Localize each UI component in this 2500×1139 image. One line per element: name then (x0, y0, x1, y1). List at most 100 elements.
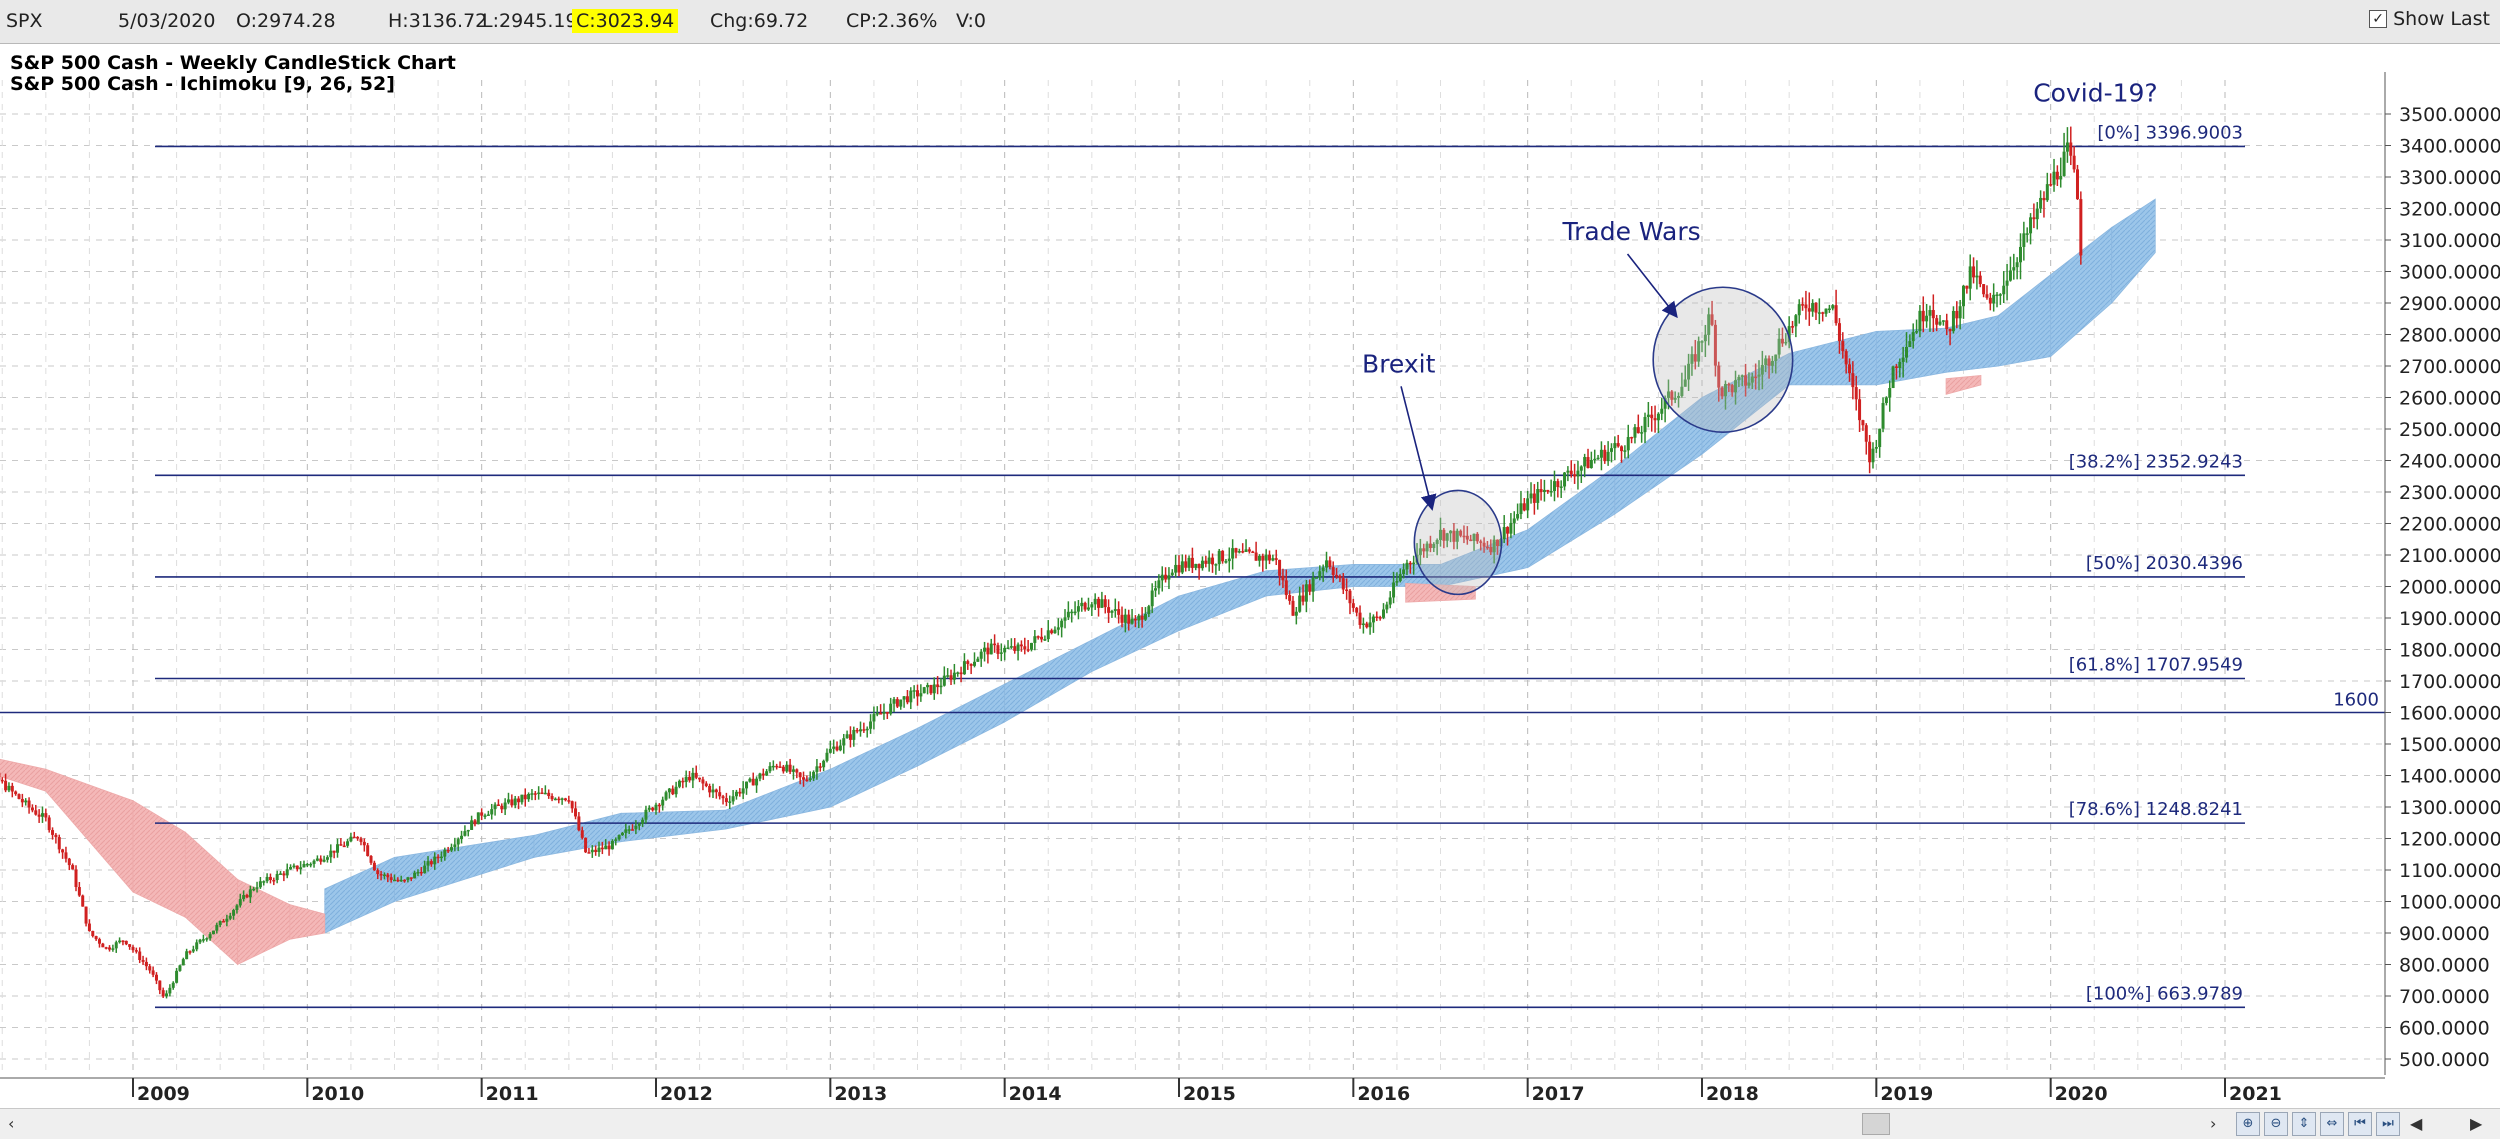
candle-body (1036, 636, 1040, 638)
zoom-in-icon[interactable]: ⊕ (2236, 1112, 2260, 1136)
scroll-left-arrow-icon[interactable]: ‹ (8, 1114, 15, 1133)
zoom-out-icon[interactable]: ⊖ (2264, 1112, 2288, 1136)
candle-body (1988, 297, 1992, 304)
candle (2002, 271, 2006, 304)
candle (651, 806, 655, 812)
step-forward-icon[interactable]: ▶ (2470, 1114, 2483, 1133)
candle (496, 799, 500, 806)
candle-body (2059, 175, 2063, 180)
candle (835, 741, 839, 752)
candle (1432, 542, 1436, 553)
candle-body (1958, 306, 1962, 319)
candle (325, 855, 329, 863)
scroll-thumb[interactable] (1862, 1113, 1890, 1135)
step-back-icon[interactable]: ◀ (2410, 1114, 2423, 1133)
candle (1941, 320, 1945, 326)
show-last-checkbox[interactable]: ✓ (2369, 10, 2388, 28)
candle (1361, 617, 1365, 634)
candle-body (47, 817, 51, 831)
candle-body (1408, 562, 1412, 565)
candle-body (1016, 644, 1020, 651)
candle-body (1150, 590, 1154, 607)
candle-body (423, 865, 427, 874)
scale-icon[interactable]: ⇕ (2292, 1112, 2316, 1136)
go-end-icon[interactable]: ⏭ (2376, 1112, 2400, 1136)
candle (1596, 454, 1600, 460)
candle-body (1861, 420, 1865, 426)
candle-body (1264, 554, 1268, 561)
candle (1053, 626, 1057, 634)
candle-body (399, 879, 403, 882)
candle (61, 848, 65, 859)
candle (1026, 640, 1030, 653)
candle-body (1703, 334, 1707, 342)
y-tick-label: 2600.0000 (2399, 388, 2500, 410)
candle-body (2008, 270, 2012, 281)
candle-body (1194, 563, 1198, 568)
candle (1274, 549, 1278, 566)
candle (1864, 423, 1868, 455)
horizontal-scrollbar[interactable]: ‹ › ⊕ ⊖ ⇕ ⇔ ⏮ ⏭ ◀ ▶ (0, 1108, 2500, 1139)
candle (570, 800, 574, 813)
candle-body (1516, 514, 1520, 519)
candle (520, 794, 524, 805)
candle (1807, 292, 1811, 326)
candle-body (480, 812, 484, 816)
candle-body (248, 889, 252, 898)
candle (2062, 132, 2066, 177)
candle-body (1268, 554, 1272, 561)
candle-body (688, 776, 692, 781)
candle-body (2052, 171, 2056, 185)
candle-body (178, 965, 182, 971)
candle-body (1341, 578, 1345, 590)
candle-body (272, 879, 276, 882)
candle-body (852, 729, 856, 740)
show-last-toggle[interactable]: ✓ Show Last (2369, 8, 2490, 30)
candle-body (165, 993, 169, 997)
candle-body (1542, 489, 1546, 493)
y-tick-label: 2800.0000 (2399, 325, 2500, 347)
candle-body (1435, 539, 1439, 544)
candle (614, 837, 618, 846)
candle-body (557, 798, 561, 801)
chart-title: S&P 500 Cash - Weekly CandleStick Chart (10, 52, 456, 74)
candle-body (1479, 541, 1483, 543)
scroll-right-arrow-icon[interactable]: › (2210, 1114, 2217, 1133)
candle (1918, 305, 1922, 338)
candle (694, 765, 698, 780)
candle-body (64, 852, 68, 859)
candle (1040, 627, 1044, 643)
candle-body (600, 847, 604, 850)
candle-body (610, 840, 614, 850)
candle-body (1894, 366, 1898, 368)
fib-level-label: [61.8%] 1707.9549 (2069, 654, 2243, 675)
candle (865, 726, 869, 738)
candle (1492, 535, 1496, 564)
candle-body (520, 794, 524, 803)
fit-icon[interactable]: ⇔ (2320, 1112, 2344, 1136)
candle-body (1834, 305, 1838, 324)
candle-body (1928, 310, 1932, 316)
candle (1995, 292, 1999, 308)
candle-body (902, 696, 906, 700)
candle-body (1794, 315, 1798, 327)
candle (765, 769, 769, 776)
candle (2008, 256, 2012, 282)
candle-body (755, 778, 759, 786)
candle-body (215, 925, 219, 931)
candle-body (403, 879, 407, 882)
candle-body (1093, 598, 1097, 605)
candle (1623, 445, 1627, 459)
candle-body (1006, 647, 1010, 650)
candle-body (20, 798, 24, 803)
candle (711, 783, 715, 799)
go-start-icon[interactable]: ⏮ (2348, 1112, 2372, 1136)
candle-body (637, 823, 641, 826)
candle (540, 788, 544, 795)
candle-body (574, 808, 578, 817)
candle (1439, 517, 1442, 547)
candle (141, 955, 145, 966)
candle (547, 789, 551, 799)
candle (1475, 532, 1479, 544)
x-tick-label: 2013 (834, 1083, 887, 1105)
